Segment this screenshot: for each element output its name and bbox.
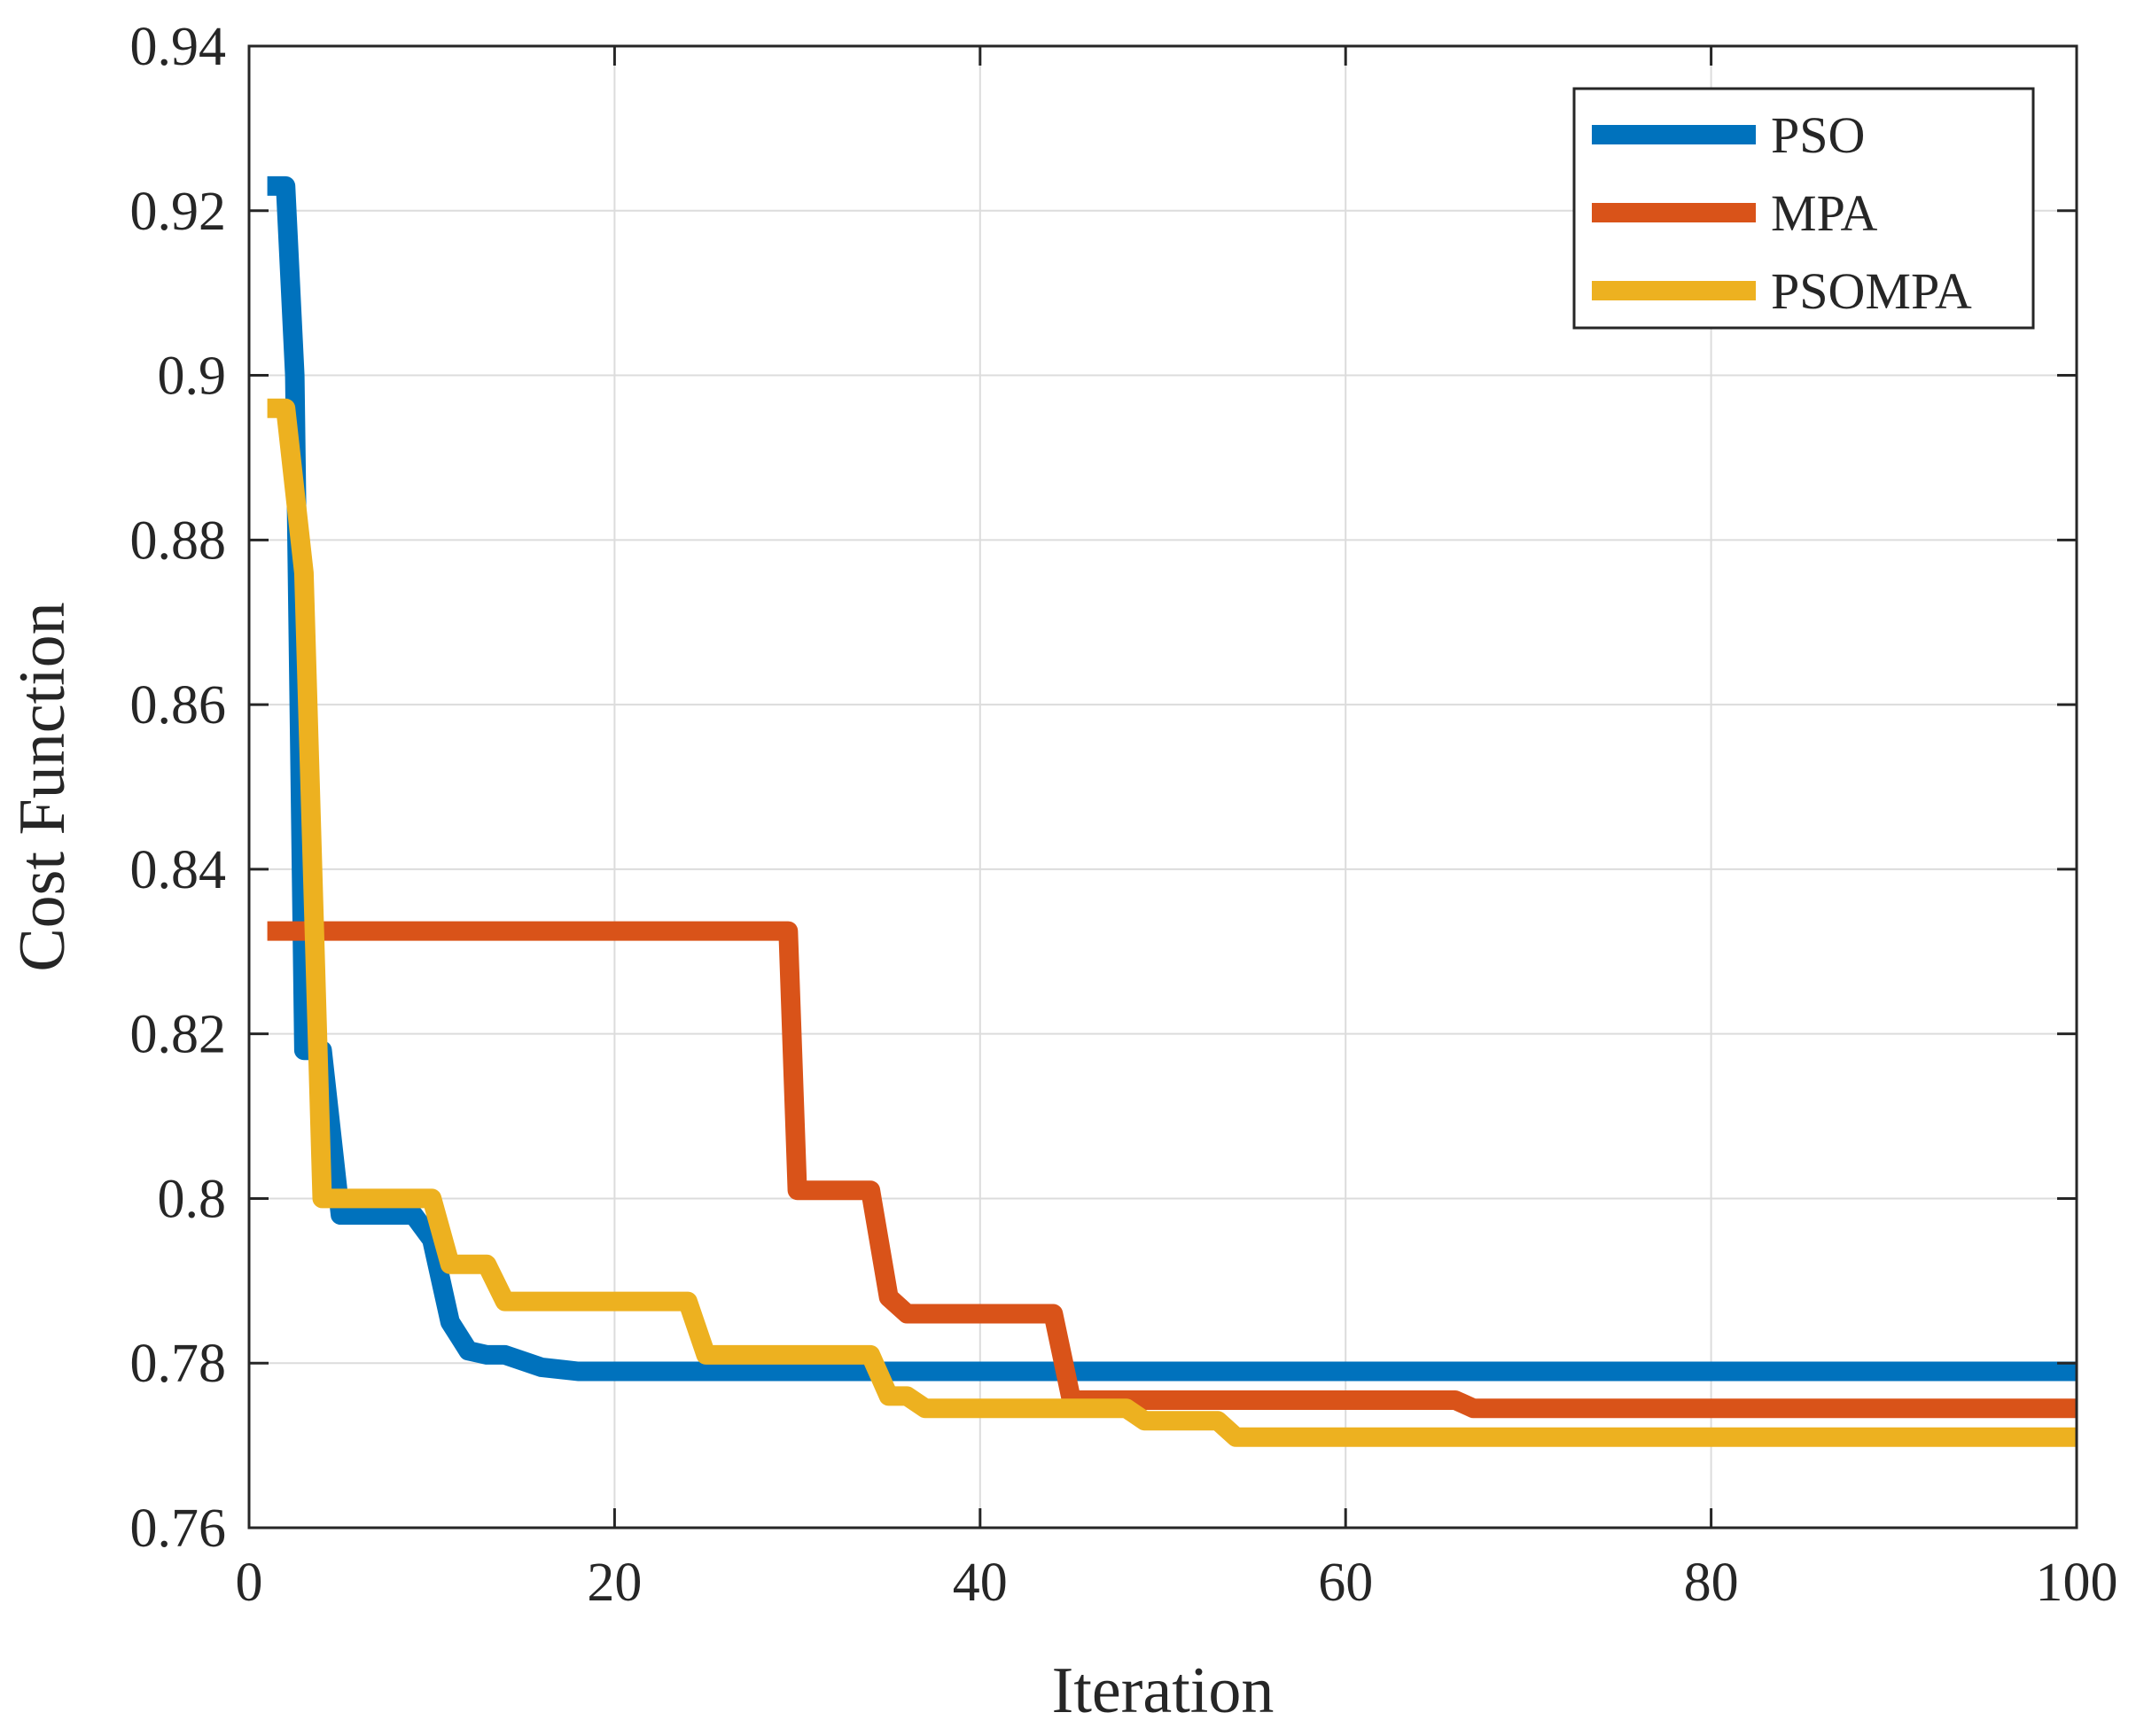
y-tick-label: 0.8: [158, 1169, 227, 1229]
x-tick-label: 20: [587, 1553, 642, 1613]
y-tick-label: 0.82: [130, 1005, 227, 1065]
x-axis-label: Iteration: [1052, 1654, 1275, 1727]
y-tick-label: 0.92: [130, 182, 227, 242]
x-tick-label: 60: [1318, 1553, 1373, 1613]
x-tick-label: 40: [953, 1553, 1008, 1613]
series-line-psompa: [267, 398, 2077, 1447]
y-axis-label: Cost Function: [6, 602, 79, 971]
legend-label-mpa: MPA: [1771, 184, 1878, 242]
y-tick-label: 0.94: [130, 17, 227, 77]
legend-label-pso: PSO: [1771, 106, 1865, 164]
y-tick-label: 0.84: [130, 840, 227, 900]
y-tick-label: 0.86: [130, 675, 227, 736]
x-tick-label: 80: [1684, 1553, 1739, 1613]
legend-label-psompa: PSOMPA: [1771, 262, 1972, 320]
series-layer: [267, 175, 2077, 1447]
x-tick-label: 0: [236, 1553, 263, 1613]
y-tick-label: 0.88: [130, 510, 227, 571]
x-tick-label: 100: [2036, 1553, 2118, 1613]
series-line-mpa: [267, 921, 2077, 1419]
y-tick-label: 0.76: [130, 1499, 227, 1559]
tick-layer: 0 20 40 60 80 100 0.76 0.78 0.8 0.82 0.84 0.86 0.88 0…: [130, 17, 2118, 1613]
y-tick-label: 0.9: [158, 346, 227, 407]
y-tick-label: 0.78: [130, 1334, 227, 1394]
series-line-pso: [267, 175, 2077, 1382]
plot-area-border: [247, 44, 2078, 1530]
